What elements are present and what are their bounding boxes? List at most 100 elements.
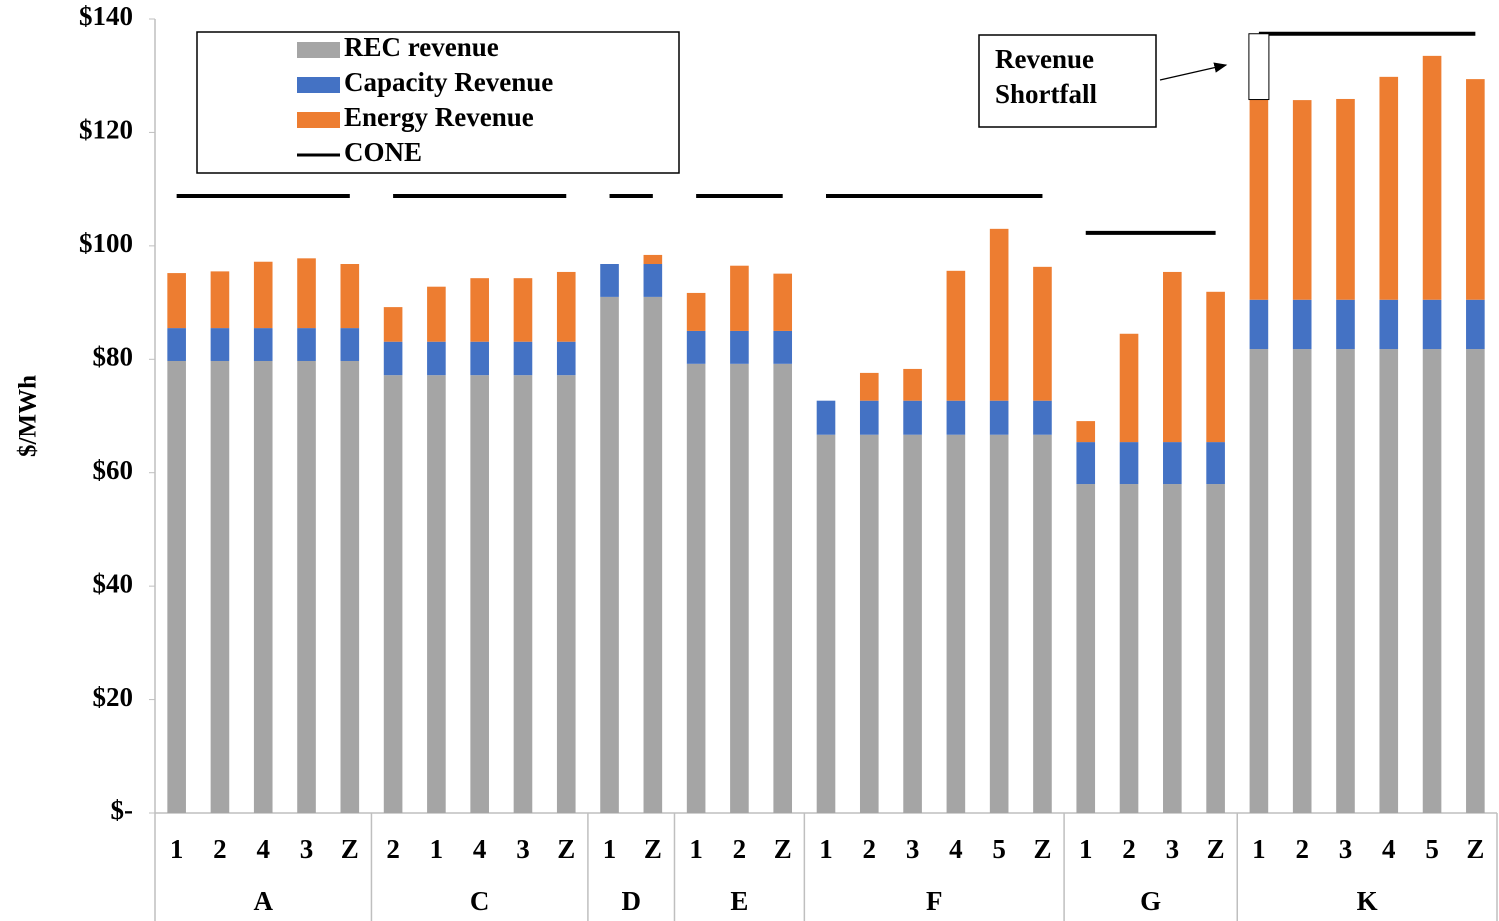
x-tick-label: 4 [1382,834,1396,864]
x-tick-label: 2 [213,834,227,864]
bar-segment [383,341,403,376]
bar-segment [1163,484,1182,813]
bar-segment [730,363,749,813]
x-tick-label: 3 [1339,834,1353,864]
shortfall-bracket [1248,33,1270,101]
bar-segment [210,328,230,361]
x-tick-label: 5 [1425,834,1439,864]
bar-segment [816,400,836,435]
bar-segment [556,341,576,376]
group-label: C [470,886,490,916]
x-tick-label: Z [1466,834,1484,864]
bar-segment [1422,299,1442,350]
y-tick-label: $80 [93,341,134,371]
x-tick-label: 2 [733,834,747,864]
legend-box [196,31,680,174]
bar-segment [1119,442,1139,485]
group-label: E [730,886,748,916]
bar-segment [686,292,706,331]
bar-segment [730,330,749,364]
bar-segment [859,400,879,435]
bar-segment [253,261,273,329]
bar-segment [1163,271,1182,443]
x-tick-label: Z [644,834,662,864]
bar-segment [1466,79,1485,300]
x-tick-label: 1 [689,834,703,864]
y-tick-label: $40 [93,568,134,598]
bar-segment [1466,349,1485,813]
bar-segment [989,228,1009,401]
annotation-box [978,34,1157,128]
bar-segment [556,375,576,813]
bar-segment [297,328,316,361]
bar-segment [1292,100,1312,300]
bar-segment [816,434,836,813]
x-tick-label: 2 [863,834,877,864]
group-label: D [621,886,641,916]
y-tick-label: $100 [79,228,133,258]
bar-segment [1033,434,1052,813]
bar-segment [730,265,749,331]
bar-segment [1033,400,1052,435]
bar-segment [1076,442,1096,485]
legend-swatch [297,77,340,93]
bar-segment [1249,299,1269,350]
bar-segment [1336,98,1355,300]
group-label: F [926,886,943,916]
annotation-arrow [1159,62,1228,81]
x-tick-label: 2 [386,834,400,864]
bar-segment [1379,299,1399,350]
bar-segment [340,328,360,361]
legend-label: Energy Revenue [344,102,534,132]
bar-segment [1119,484,1139,813]
bar-segment [427,341,446,376]
bar-segment [167,360,186,813]
bar-segment [167,273,186,329]
bar-segment [600,264,619,297]
x-tick-label: 3 [906,834,920,864]
x-tick-label: 4 [256,834,270,864]
bar-segment [1292,299,1312,350]
x-tick-label: 4 [949,834,963,864]
bar-segment [427,286,446,342]
legend-label: Capacity Revenue [344,67,553,97]
bar-segment [859,372,879,401]
bar-segment [383,307,403,342]
bar-segment [903,400,922,435]
bar-segment [1379,76,1399,300]
annotation-text: Shortfall [995,79,1098,109]
bar-segment [1206,442,1225,485]
annotation-text: Revenue [995,44,1094,74]
bar-segment [383,375,403,813]
bar-segment [1076,421,1096,443]
bar-segment [470,341,489,376]
bar-segment [1422,55,1442,300]
bar-segment [946,270,966,401]
legend-swatch [297,42,340,58]
bar-segment [773,363,793,813]
bar-segment [297,360,316,813]
bar-segment [773,330,793,364]
bar-segment [1119,333,1139,443]
legend-label: CONE [344,137,422,167]
x-tick-label: 1 [430,834,444,864]
y-tick-label: $120 [79,115,133,145]
bar-segment [1292,349,1312,813]
legend-label: REC revenue [344,32,499,62]
bar-segment [686,363,706,813]
bar-segment [513,375,533,813]
group-label: A [253,886,273,916]
bar-segment [513,278,533,342]
x-tick-label: 1 [1252,834,1266,864]
y-tick-label: $- [111,795,134,825]
x-tick-label: Z [1033,834,1051,864]
bar-segment [643,296,663,813]
x-tick-label: 3 [516,834,530,864]
x-tick-label: 2 [1295,834,1309,864]
bar-segment [340,264,360,329]
x-tick-label: 1 [603,834,617,864]
x-tick-label: 5 [992,834,1006,864]
bar-segment [297,258,316,329]
bar-segment [946,400,966,435]
